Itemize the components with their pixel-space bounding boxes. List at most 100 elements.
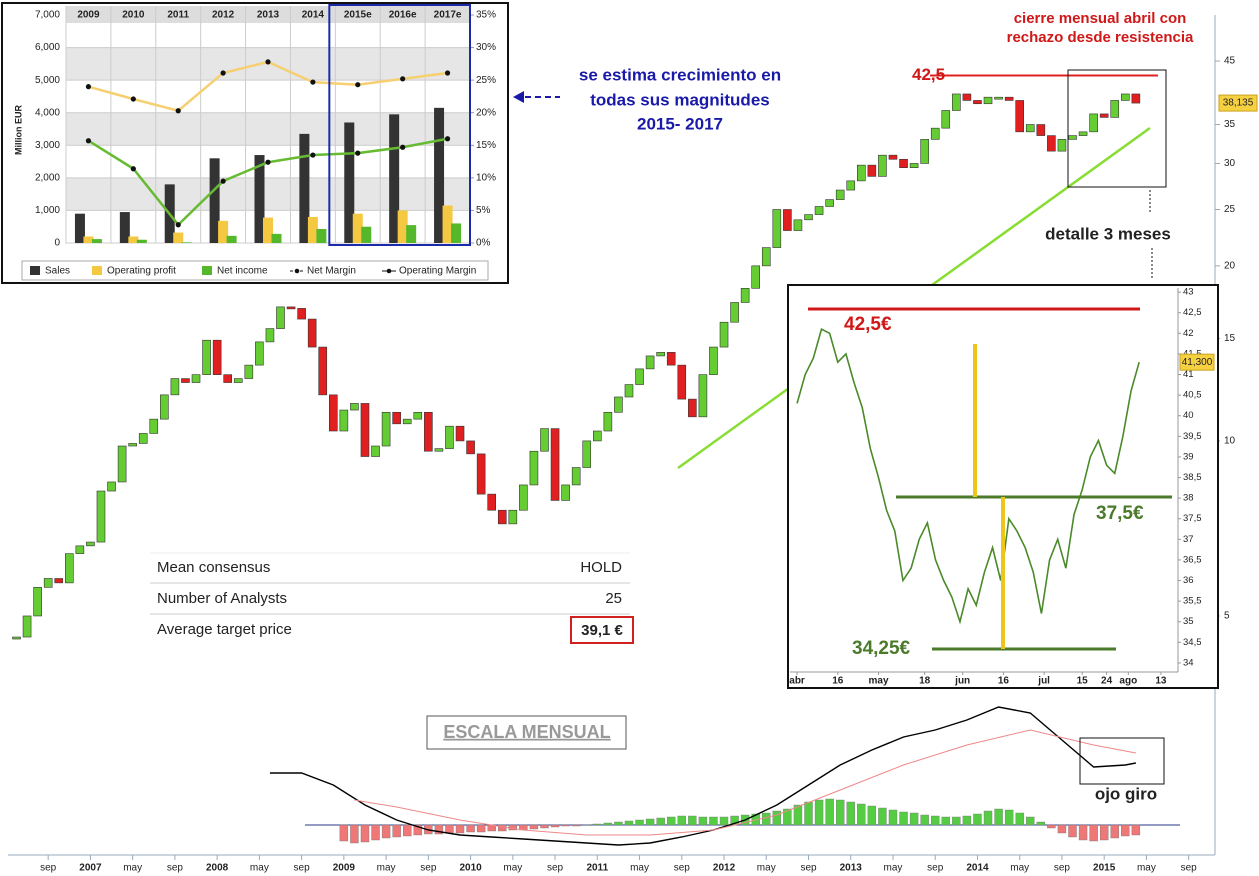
candle: [307, 318, 317, 348]
x-tick-label: sep: [294, 863, 311, 874]
y-tick-label: 37,5: [1183, 513, 1202, 524]
histogram-bar: [962, 815, 972, 826]
legend-swatch: [92, 266, 102, 275]
line-point: [400, 76, 406, 82]
bar: [128, 236, 139, 243]
legend-label: Operating Margin: [399, 266, 476, 277]
candle: [392, 411, 401, 425]
candle: [286, 306, 296, 310]
cell: HOLD: [580, 559, 622, 576]
y-tick-label: 41: [1183, 369, 1194, 380]
x-tick-label: may: [377, 863, 396, 874]
x-tick-label: 2013: [840, 863, 863, 874]
bar: [307, 216, 318, 243]
candle: [793, 219, 803, 231]
candle: [973, 100, 982, 105]
macd-panel: [269, 706, 1180, 846]
x-tick-label: sep: [1054, 863, 1071, 874]
candle: [455, 425, 465, 442]
histogram-bar: [888, 809, 898, 826]
annotation: rechazo desde resistencia: [1007, 29, 1194, 46]
histogram-bar: [1057, 824, 1067, 834]
candle: [1078, 131, 1088, 136]
line-point: [265, 159, 271, 165]
histogram-bar: [498, 824, 507, 832]
bar: [451, 223, 462, 243]
scale-box: [426, 715, 627, 750]
candle: [371, 445, 380, 457]
annotation: detalle 3 meses: [1045, 224, 1171, 243]
histogram-bar: [603, 822, 613, 826]
histogram-bar: [550, 824, 560, 828]
category-label: 2014: [302, 10, 325, 21]
candle: [54, 578, 64, 584]
y2-tick-label: 15%: [476, 140, 496, 151]
y2-tick-label: 20%: [476, 107, 496, 118]
histogram-bar: [941, 816, 950, 826]
price-tag: [1218, 94, 1258, 112]
legend-swatch: [202, 266, 212, 275]
candle: [255, 341, 264, 366]
histogram-bar: [1036, 821, 1046, 826]
y-tick-label: 40,5: [1183, 390, 1202, 401]
candle: [1110, 100, 1120, 118]
histogram-bar: [793, 804, 803, 826]
x-tick-label: 15: [1077, 676, 1089, 687]
histogram-bar: [392, 824, 401, 838]
x-tick-label: 2007: [79, 863, 102, 874]
candle: [825, 199, 834, 207]
histogram-bar: [350, 824, 359, 844]
candle: [656, 352, 665, 357]
histogram-bar: [540, 824, 549, 829]
candle: [1121, 93, 1130, 101]
x-tick-label: sep: [40, 863, 57, 874]
candle: [783, 209, 792, 231]
y-tick-label: 2,000: [35, 172, 60, 183]
grid-band: [66, 112, 470, 146]
candle: [1015, 100, 1025, 133]
category-label: 2010: [122, 10, 145, 21]
histogram-bar: [867, 805, 877, 826]
x-tick-label: jun: [954, 676, 970, 687]
y-tick-label: 39: [1183, 451, 1194, 462]
candle: [202, 339, 211, 375]
candle: [751, 265, 761, 289]
y2-tick-label: 25%: [476, 75, 496, 86]
level-label: 42,5€: [844, 314, 892, 335]
candle: [888, 154, 898, 160]
x-tick-label: sep: [1181, 863, 1198, 874]
bar: [136, 239, 147, 243]
candle: [424, 411, 433, 452]
x-tick-label: ago: [1119, 676, 1137, 687]
candle: [212, 339, 222, 375]
histogram-bar: [952, 816, 961, 826]
candle: [814, 206, 824, 215]
histogram-bar: [973, 813, 982, 826]
line-point: [85, 84, 92, 90]
signal-line: [354, 729, 1136, 836]
y-tick-label: 25: [1224, 204, 1236, 215]
line-point: [85, 138, 92, 144]
histogram-bar: [762, 812, 771, 826]
histogram-bar: [561, 824, 570, 827]
bar: [361, 226, 372, 243]
histogram-bar: [656, 817, 665, 826]
y-tick-label: 15: [1224, 333, 1236, 344]
candle: [867, 164, 877, 177]
y-tick-label: 20: [1224, 260, 1236, 271]
table-bg: [150, 552, 635, 650]
y2-tick-label: 30%: [476, 42, 496, 53]
y2-tick-label: 35%: [476, 10, 496, 21]
y-tick-label: 7,000: [35, 10, 60, 21]
price-tag: [1179, 353, 1215, 371]
bar: [173, 232, 184, 243]
histogram-bar: [688, 815, 697, 826]
legend-dot: [386, 268, 392, 274]
detail-chart: 34 34,5 35 35,5 36 36,5 37 37,5 38 38,5 39 39,5 40 40…: [787, 284, 1219, 689]
cell: 25: [605, 590, 622, 607]
bar: [389, 114, 400, 243]
histogram-bar: [814, 799, 824, 826]
candle: [698, 374, 708, 418]
x-tick-label: 16: [998, 676, 1010, 687]
y-tick-label: 0: [54, 238, 60, 249]
